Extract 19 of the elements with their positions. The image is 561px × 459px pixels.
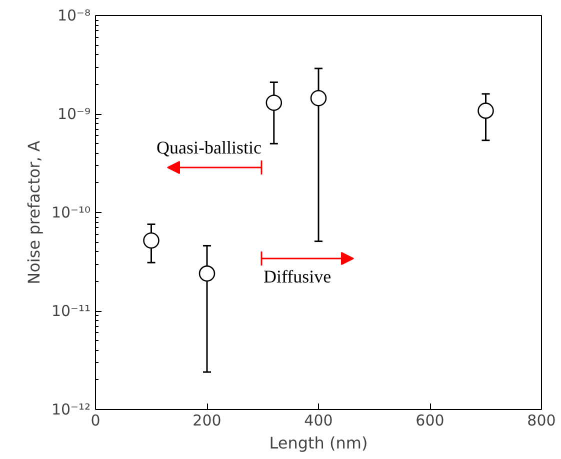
point	[310, 90, 327, 106]
y-tick-label: 10⁻¹²	[51, 400, 90, 418]
x-axis-title: Length (nm)	[269, 434, 368, 452]
x-tick-label: 200	[192, 412, 222, 430]
point	[266, 94, 282, 111]
x-tick-label: 600	[416, 412, 444, 430]
annotation: Quasi-ballistic	[156, 138, 262, 158]
point	[478, 102, 494, 119]
y-tick-label: 10⁻¹¹	[51, 302, 90, 320]
y-axis-title: Noise prefactor, A	[24, 140, 44, 284]
x-tick-label: 0	[90, 412, 100, 430]
x-tick-label: 800	[527, 412, 556, 430]
point	[198, 265, 216, 282]
y-tick-label: 10⁻¹⁰	[51, 204, 90, 222]
annotation: Diffusive	[264, 266, 332, 286]
point	[143, 232, 160, 249]
y-tick-label: 10⁻⁹	[57, 105, 91, 123]
x-tick-label: 400	[304, 412, 333, 430]
y-tick-label: 10⁻⁸	[57, 6, 91, 24]
